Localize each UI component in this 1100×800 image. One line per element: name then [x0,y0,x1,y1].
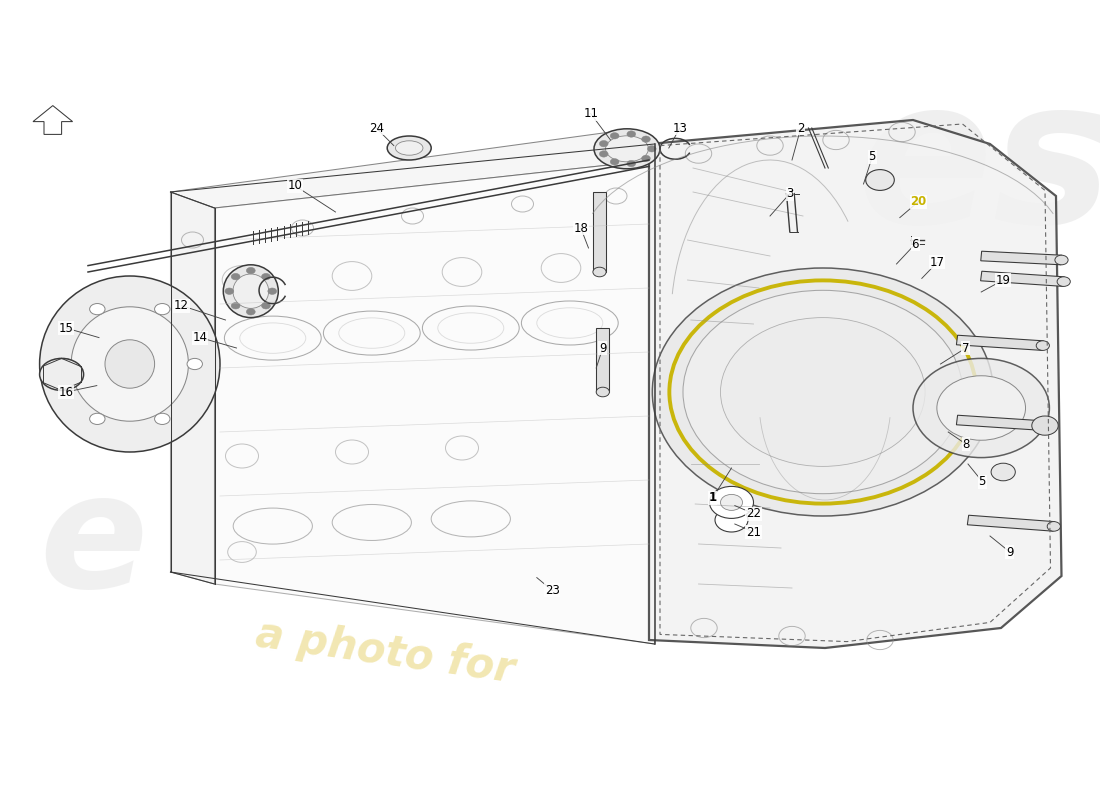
Circle shape [652,268,993,516]
Circle shape [627,160,636,166]
Circle shape [866,170,894,190]
Circle shape [600,141,608,147]
Polygon shape [980,271,1065,286]
Circle shape [720,494,742,510]
Circle shape [1057,277,1070,286]
Circle shape [155,414,170,425]
Text: 23: 23 [544,584,560,597]
Text: 7: 7 [962,342,969,354]
Circle shape [991,463,1015,481]
Circle shape [593,267,606,277]
Circle shape [913,358,1049,458]
Text: 18: 18 [573,222,588,234]
Circle shape [226,288,234,294]
Text: 5: 5 [869,150,876,163]
Circle shape [246,309,255,315]
Circle shape [715,508,748,532]
Circle shape [1032,416,1058,435]
Text: 16: 16 [58,386,74,398]
Circle shape [1036,341,1049,350]
Text: 13: 13 [672,122,688,134]
Ellipse shape [233,274,268,308]
Text: 21: 21 [746,526,761,538]
Text: e: e [40,466,147,622]
Text: 15: 15 [58,322,74,334]
Circle shape [1036,421,1049,430]
Circle shape [683,290,962,494]
Text: 22: 22 [746,507,761,520]
Circle shape [1055,255,1068,265]
Polygon shape [649,120,1062,648]
Ellipse shape [40,276,220,452]
Text: 11: 11 [583,107,598,120]
Circle shape [600,150,608,157]
Text: 20: 20 [911,195,926,208]
Circle shape [231,274,240,280]
Circle shape [720,318,925,466]
Circle shape [187,358,202,370]
Circle shape [89,414,104,425]
Text: 24: 24 [368,122,384,134]
Polygon shape [956,335,1044,350]
Ellipse shape [396,141,422,155]
Circle shape [155,303,170,314]
Text: 19: 19 [996,274,1011,286]
Text: 8: 8 [962,438,969,450]
Circle shape [610,133,619,139]
Circle shape [647,146,656,152]
Polygon shape [214,160,654,644]
Text: 9: 9 [600,342,606,354]
Circle shape [40,358,84,390]
Ellipse shape [605,136,649,162]
Text: 5: 5 [979,475,986,488]
Ellipse shape [594,129,660,169]
Polygon shape [593,192,606,272]
Circle shape [641,155,650,162]
Polygon shape [596,328,609,392]
Polygon shape [170,192,214,584]
Polygon shape [170,132,654,208]
Text: 12: 12 [174,299,189,312]
Polygon shape [967,515,1055,531]
Circle shape [246,267,255,274]
Ellipse shape [104,340,155,388]
Ellipse shape [387,136,431,160]
Circle shape [262,302,271,309]
Text: 2: 2 [798,122,804,134]
Polygon shape [956,415,1044,430]
Circle shape [627,131,636,138]
Text: 17: 17 [930,256,945,269]
Polygon shape [981,251,1062,265]
Text: 9: 9 [1006,546,1013,558]
Text: 6: 6 [912,238,918,250]
Ellipse shape [72,306,188,421]
Text: 1: 1 [708,491,717,504]
Circle shape [262,274,271,280]
Text: 10: 10 [287,179,303,192]
Circle shape [641,136,650,142]
Ellipse shape [223,265,278,318]
Polygon shape [33,106,73,134]
Text: es: es [856,70,1100,266]
Circle shape [710,486,754,518]
Circle shape [596,387,609,397]
Circle shape [268,288,277,294]
Circle shape [57,358,73,370]
Circle shape [89,303,104,314]
Circle shape [937,376,1025,440]
Text: 3: 3 [786,187,793,200]
Circle shape [231,302,240,309]
Circle shape [1047,522,1060,531]
Text: a photo for: a photo for [253,613,517,691]
Circle shape [610,158,619,165]
Text: 14: 14 [192,331,208,344]
